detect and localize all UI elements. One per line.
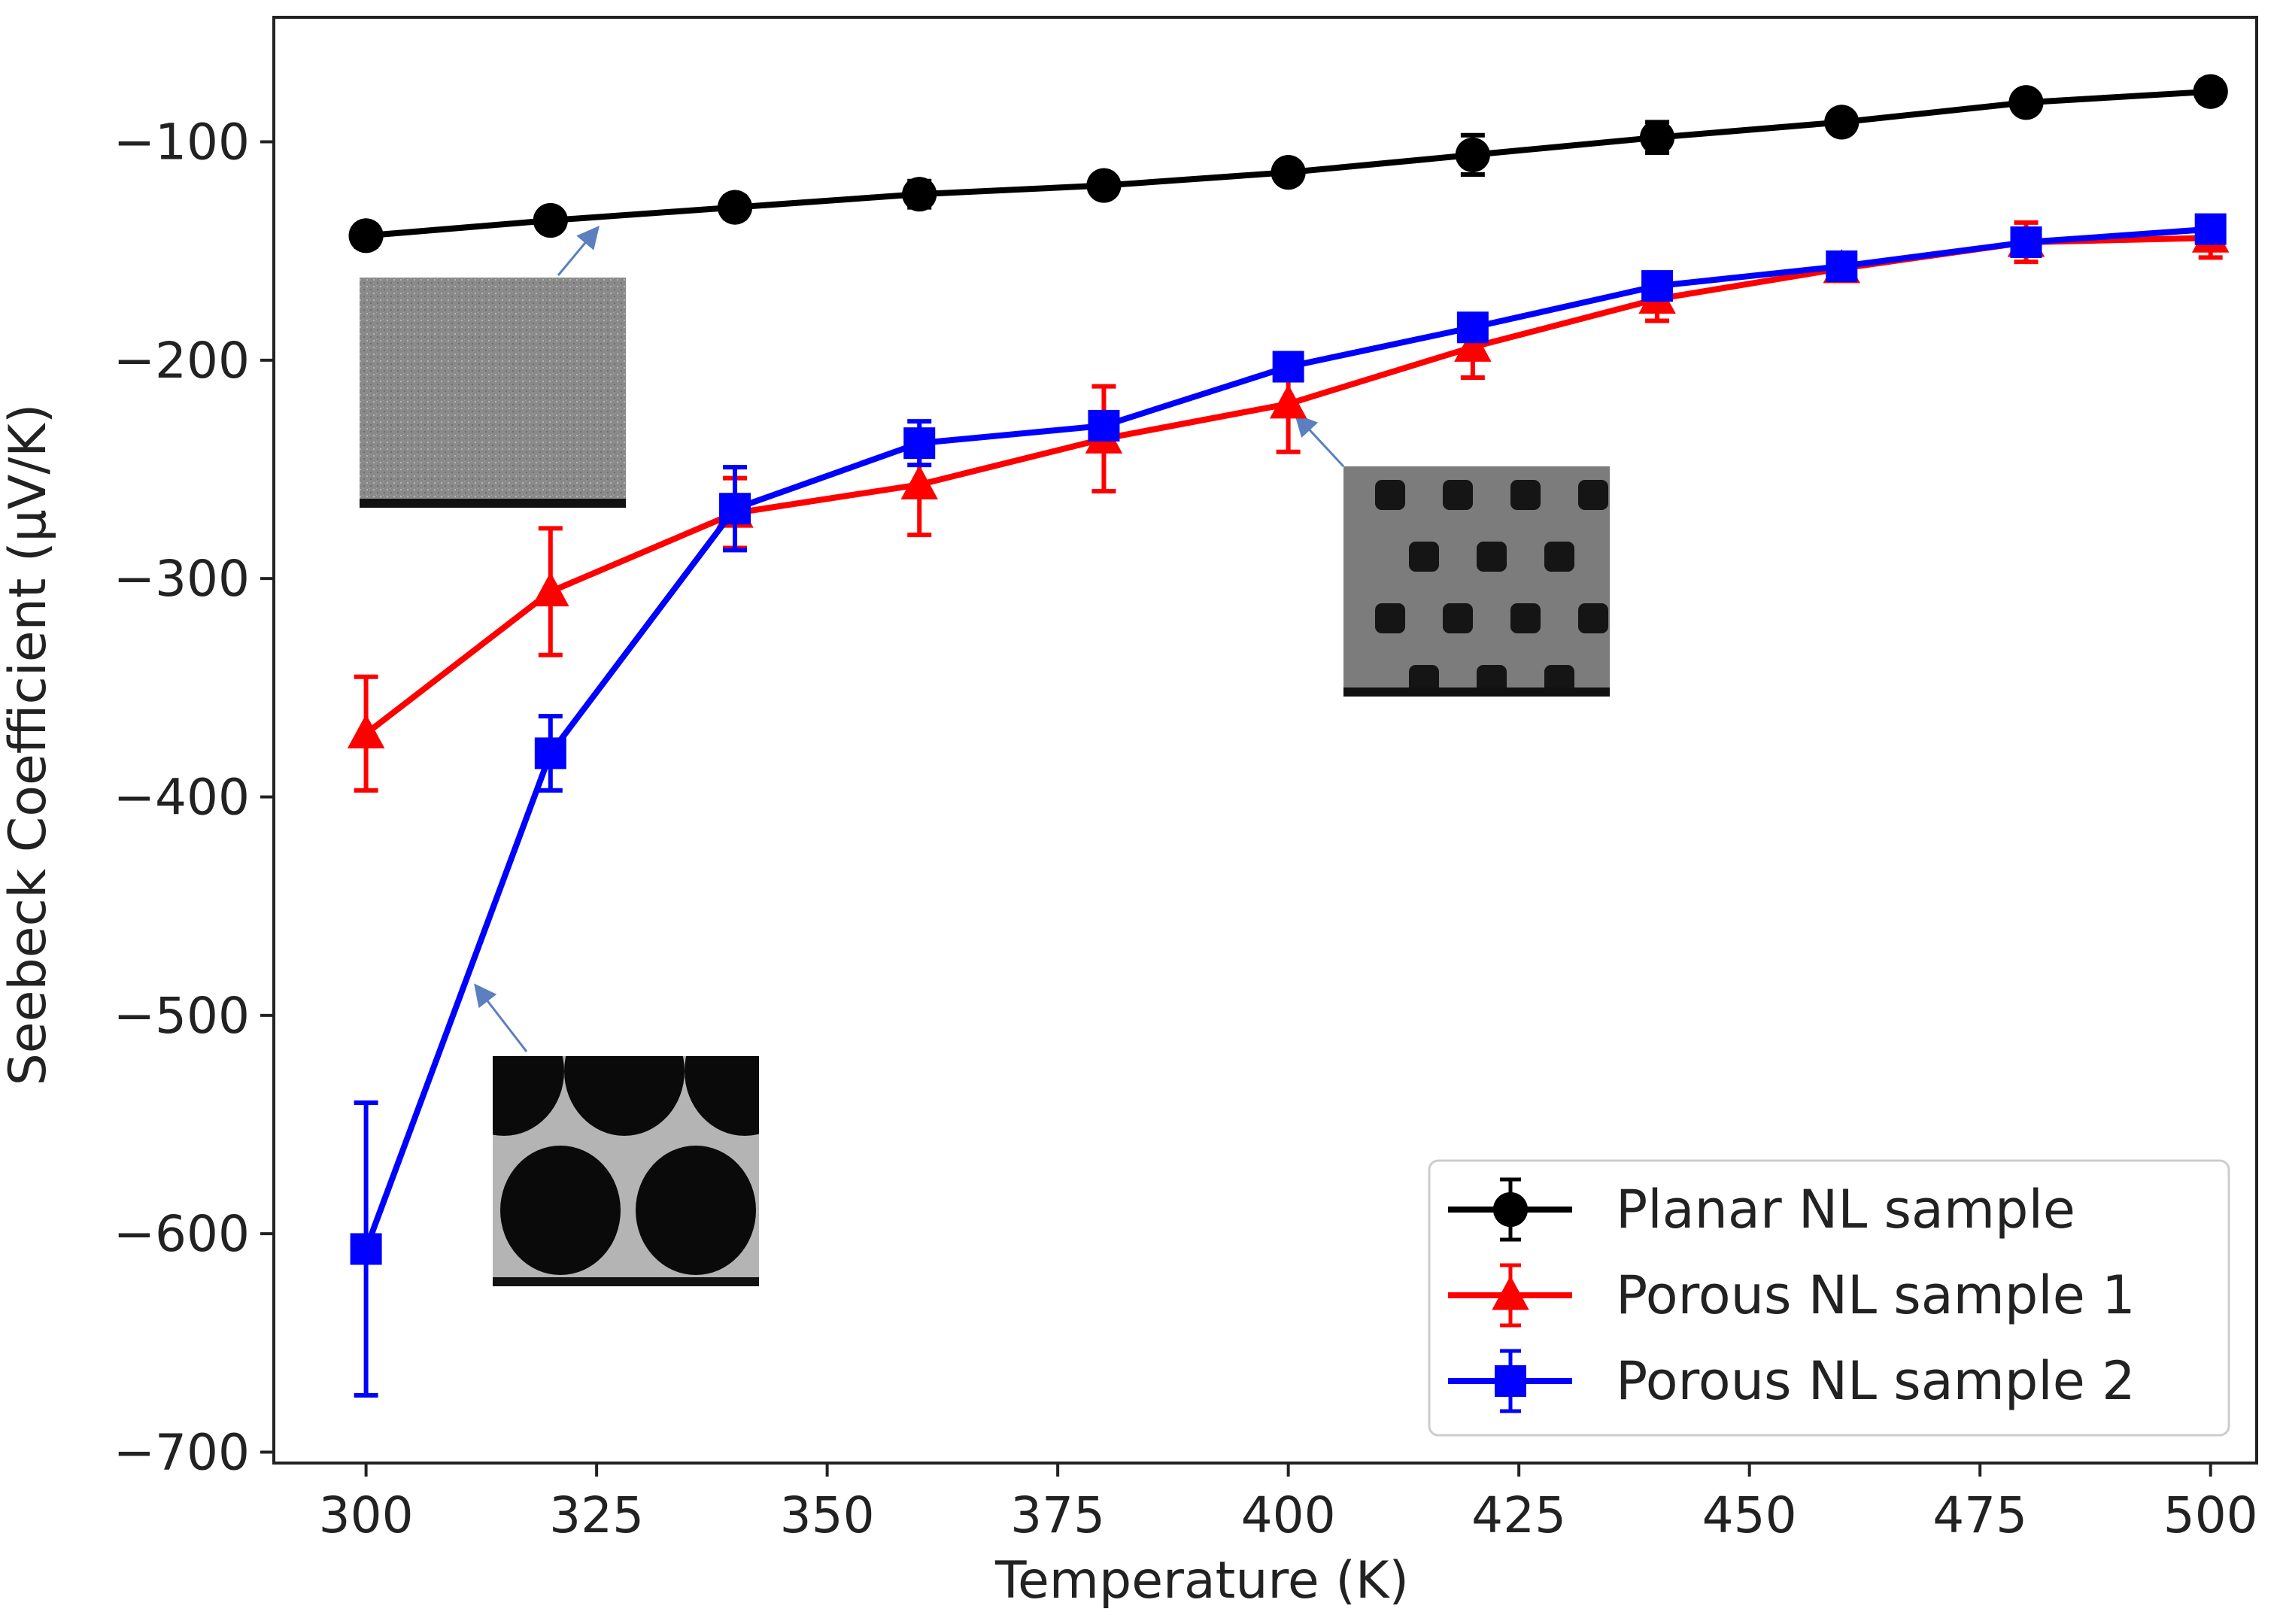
inset-pores [493, 1056, 759, 1275]
inset-pore [636, 1146, 756, 1275]
inset-pore [1375, 603, 1405, 633]
data-point [1272, 351, 1304, 383]
inset-pore [500, 1146, 621, 1275]
legend-entry-3: Porous NL sample 2 [1448, 1349, 2136, 1413]
legend-marker [1492, 1191, 1529, 1228]
data-point [1456, 311, 1489, 344]
inset-image [360, 278, 626, 508]
data-point [347, 714, 385, 748]
inset-pore [1544, 542, 1574, 572]
legend-label: Porous NL sample 1 [1616, 1264, 2136, 1326]
data-point [1824, 105, 1860, 140]
inset-pore [1510, 603, 1541, 633]
data-point [1641, 270, 1674, 302]
sem-insets [360, 226, 1610, 1286]
series-1 [348, 74, 2228, 253]
data-point [717, 190, 753, 225]
x-tick-label: 400 [1241, 1486, 1336, 1544]
data-point [348, 218, 384, 253]
data-point [1454, 327, 1492, 362]
inset-pore [564, 1056, 685, 1136]
x-tick-label: 425 [1471, 1486, 1566, 1544]
legend: Planar NL sample Porous NL sample 1 Porous… [1428, 1159, 2230, 1437]
data-series [347, 74, 2230, 1398]
x-tick-label: 500 [2163, 1486, 2258, 1544]
legend-label: Planar NL sample [1616, 1179, 2075, 1240]
x-tick-label: 300 [319, 1486, 414, 1544]
inset-pore [1375, 480, 1405, 510]
data-point [903, 427, 936, 460]
legend-marker [1492, 1275, 1529, 1310]
inset-pore [1477, 542, 1507, 572]
data-point [1088, 409, 1120, 442]
data-point [350, 1233, 382, 1265]
inset-planar [360, 226, 626, 508]
y-tick-label: −300 [114, 550, 250, 608]
data-point [534, 737, 566, 770]
inset-porous-large [474, 983, 759, 1286]
data-point [1639, 120, 1675, 155]
x-tick-label: 325 [549, 1486, 644, 1544]
y-tick-label: −200 [114, 332, 250, 390]
data-point [719, 493, 751, 525]
legend-entry-1: Planar NL sample [1448, 1177, 2075, 1242]
inset-pore [1578, 603, 1608, 633]
inset-arrow [1294, 413, 1345, 468]
inset-scale-bar [360, 499, 626, 508]
inset-scale-bar [493, 1277, 759, 1286]
y-tick-label: −700 [114, 1423, 250, 1481]
data-point [1086, 168, 1122, 203]
data-point [2193, 74, 2228, 109]
data-point [2194, 213, 2227, 245]
y-axis-label: Seebeck Coefficient (μV/K) [0, 404, 58, 1086]
y-tick-label: −400 [114, 768, 250, 826]
legend-entry-2: Porous NL sample 1 [1448, 1263, 2136, 1328]
inset-pore [1510, 480, 1541, 510]
data-point [1271, 155, 1306, 190]
inset-porous-small [1294, 413, 1610, 697]
legend-marker [1495, 1365, 1526, 1397]
inset-pore [1443, 603, 1473, 633]
legend-label: Porous NL sample 2 [1616, 1350, 2136, 1412]
data-point [1269, 384, 1307, 419]
y-axis: −100 −200 −300 −400 −500 −600 −700 [114, 113, 274, 1481]
y-tick-label: −600 [114, 1205, 250, 1263]
legend-box [1428, 1159, 2230, 1437]
data-point [532, 572, 569, 607]
series-3 [350, 213, 2227, 1398]
inset-arrow [557, 226, 600, 276]
inset-pore [1443, 480, 1473, 510]
x-axis: 300 325 350 375 400 425 450 475 500 [319, 1463, 2258, 1544]
x-tick-label: 350 [780, 1486, 875, 1544]
data-point [2008, 85, 2044, 120]
data-point [1455, 137, 1490, 173]
inset-pore [685, 1056, 759, 1136]
inset-scale-bar [1343, 688, 1610, 697]
inset-arrow [474, 983, 528, 1052]
x-tick-label: 450 [1702, 1486, 1797, 1544]
data-point [900, 465, 938, 499]
y-tick-label: −500 [114, 987, 250, 1045]
x-tick-label: 375 [1010, 1486, 1105, 1544]
inset-pore [493, 1056, 564, 1136]
data-point [533, 202, 568, 238]
x-tick-label: 475 [1932, 1486, 2027, 1544]
inset-pore [1578, 480, 1608, 510]
data-point [902, 177, 937, 212]
x-axis-label: Temperature (K) [994, 1551, 1409, 1610]
y-tick-label: −100 [114, 113, 250, 171]
data-point [1826, 250, 1858, 282]
data-point [2010, 226, 2042, 259]
inset-pore [1409, 542, 1439, 572]
